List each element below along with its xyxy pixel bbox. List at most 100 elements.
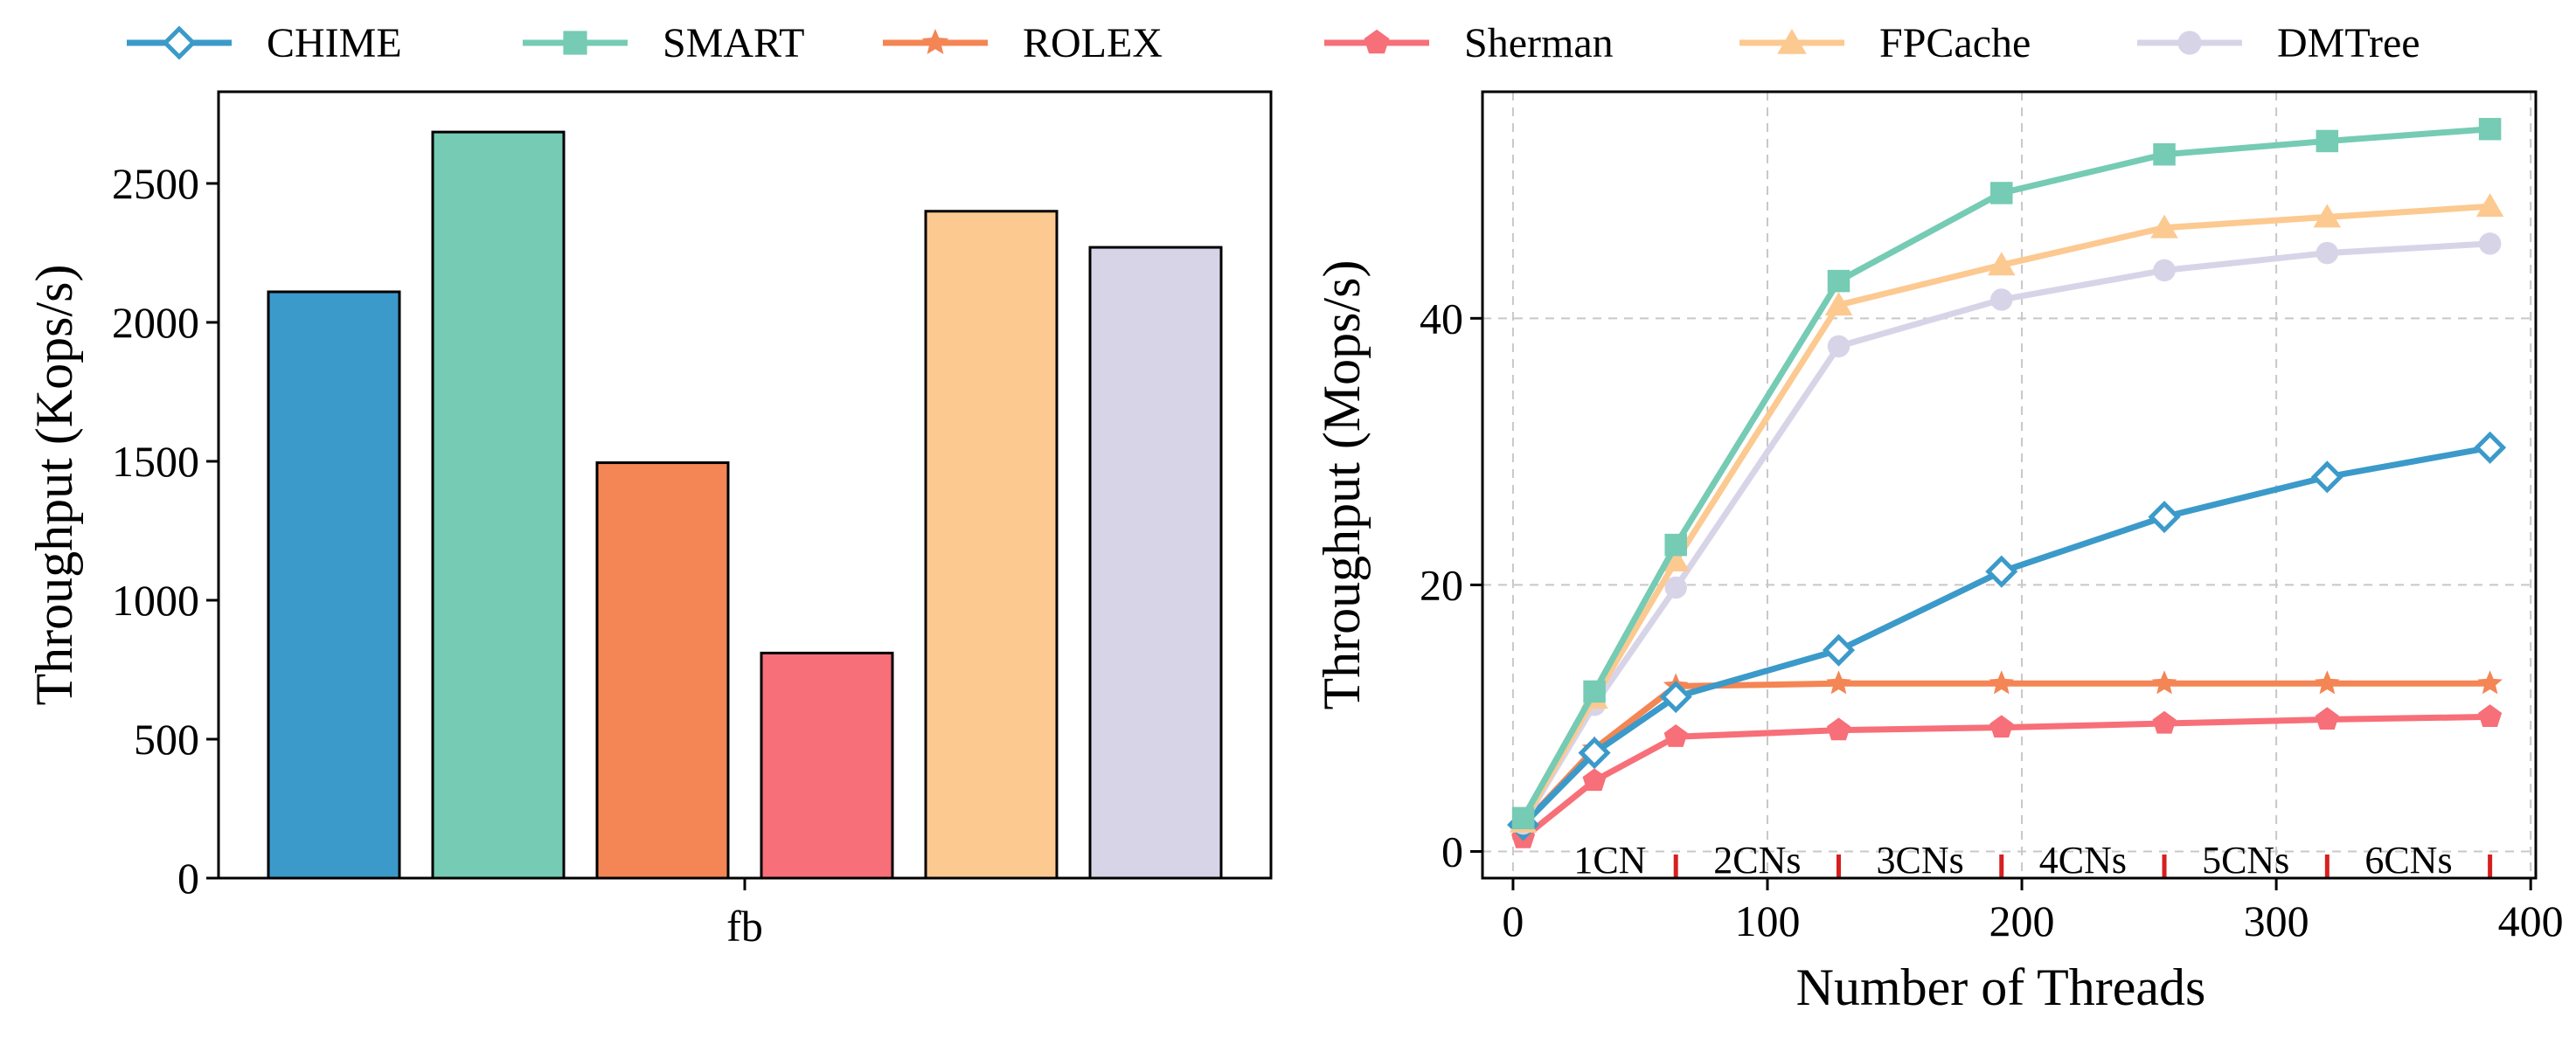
line-x-tick-label: 300 [2244, 896, 2309, 945]
legend-marker-sherman [1364, 29, 1390, 54]
line-rolex [1521, 680, 2490, 827]
line-dmtree [1520, 240, 2490, 826]
point-chime [2310, 460, 2343, 494]
point-dmtree [2478, 232, 2502, 255]
line-y-tick-label: 0 [1441, 827, 1463, 875]
point-smart [2478, 117, 2502, 141]
legend-marker-dmtree [2177, 31, 2202, 55]
line-x-tick-label: 100 [1734, 896, 1800, 945]
point-rolex [2477, 670, 2503, 695]
line-y-tick-label: 20 [1420, 560, 1463, 609]
point-fpcache [1662, 547, 1690, 571]
line-chart: 1CN 2CNs 3CNs 4CNs 5CNs 6CNs 0 20 40 0 100 200 300… [1313, 90, 2564, 1016]
bar-sherman [760, 651, 894, 880]
legend-label-dmtree: DMTree [2277, 20, 2420, 66]
point-dmtree [1990, 288, 2013, 311]
line-y-tick-label: 40 [1420, 294, 1463, 343]
point-sherman [1826, 717, 1851, 741]
series-rolex [1510, 670, 2503, 836]
point-dmtree [2316, 241, 2339, 265]
point-chime [1985, 555, 2018, 588]
point-smart [2153, 142, 2176, 166]
line-x-tick-label: 0 [1502, 896, 1524, 945]
bar-y-axis: 0 500 1000 1500 2000 2500 [112, 159, 219, 903]
legend-label-rolex: ROLEX [1023, 20, 1163, 66]
point-fpcache [1824, 292, 1853, 316]
legend-marker-chime [162, 25, 197, 60]
bar-chime [267, 290, 401, 880]
line-y-axis: 0 20 40 [1420, 294, 1482, 875]
legend-item-fpcache: FPCache [1739, 20, 2031, 66]
bar-y-tick-label: 2500 [112, 159, 199, 208]
line-smart [1520, 126, 2490, 820]
legend-item-rolex: ROLEX [883, 20, 1163, 66]
point-dmtree [1664, 576, 1687, 599]
line-y-axis-title: Throughput (Mops/s) [1313, 260, 1371, 710]
legend-item-chime: CHIME [127, 20, 402, 66]
point-smart [1990, 182, 2013, 204]
legend: CHIME SMART ROLEX Sherman FPCache DMTree [127, 20, 2420, 66]
point-rolex [1989, 670, 2015, 695]
legend-marker-fpcache [1777, 29, 1807, 54]
point-fpcache [1988, 252, 2016, 276]
cn-label: 1CN [1573, 839, 1646, 882]
legend-label-fpcache: FPCache [1879, 20, 2031, 66]
line-sherman [1521, 713, 2490, 841]
legend-label-smart: SMART [663, 20, 805, 66]
bar-series-group [267, 130, 1223, 880]
line-fpcache [1520, 203, 2490, 824]
bar-y-tick-label: 2000 [112, 298, 199, 347]
line-grid [1482, 92, 2536, 878]
point-chime [2474, 431, 2507, 464]
point-rolex [1826, 670, 1851, 695]
point-smart [1511, 806, 1535, 830]
legend-marker-rolex [921, 29, 949, 54]
bar-chart: 0 500 1000 1500 2000 2500 fb Throughput (Kops… [25, 90, 1273, 951]
point-sherman [1582, 768, 1607, 792]
cn-annotations: 1CN 2CNs 3CNs 4CNs 5CNs 6CNs [1573, 839, 2493, 882]
point-dmtree [2153, 259, 2176, 282]
point-chime [2148, 501, 2181, 534]
cn-label: 6CNs [2364, 839, 2452, 882]
bar-x-axis: fb [726, 878, 763, 951]
bar-x-tick-label: fb [726, 902, 763, 951]
point-dmtree [1827, 335, 1850, 358]
line-x-tick-label: 200 [1989, 896, 2055, 945]
cn-label: 3CNs [1877, 839, 1964, 882]
legend-item-sherman: Sherman [1324, 20, 1614, 66]
point-chime [1822, 633, 1856, 667]
bar-y-tick-label: 1500 [112, 437, 199, 486]
line-series-group [1507, 117, 2507, 848]
point-fpcache [2150, 214, 2178, 239]
point-smart [1664, 533, 1687, 557]
bar-y-tick-label: 1000 [112, 576, 199, 625]
bar-y-tick-label: 0 [177, 854, 199, 903]
series-chime [1507, 431, 2507, 841]
line-chart-frame [1481, 90, 2538, 880]
legend-item-dmtree: DMTree [2137, 20, 2420, 66]
point-chime [1659, 681, 1692, 714]
point-rolex [2315, 670, 2340, 695]
point-fpcache [2475, 193, 2504, 218]
line-x-tick-label: 400 [2498, 896, 2564, 945]
bar-y-tick-label: 500 [134, 715, 199, 764]
point-smart [1583, 680, 1606, 703]
point-smart [2316, 129, 2339, 153]
point-sherman [1989, 715, 2014, 738]
bar-dmtree [1088, 246, 1223, 880]
legend-label-chime: CHIME [267, 20, 402, 66]
bar-y-axis-title: Throughput (Kops/s) [25, 265, 83, 706]
legend-marker-smart [563, 31, 587, 55]
cn-label: 5CNs [2202, 839, 2289, 882]
line-x-axis: 0 100 200 300 400 [1502, 878, 2564, 945]
series-fpcache [1509, 193, 2504, 833]
point-rolex [2151, 670, 2177, 695]
cn-label: 2CNs [1713, 839, 1801, 882]
point-sherman [2315, 707, 2339, 730]
bar-fpcache [924, 210, 1059, 880]
bar-smart [431, 130, 566, 880]
legend-item-smart: SMART [523, 20, 805, 66]
point-sherman [2152, 710, 2177, 734]
point-chime [1578, 737, 1611, 770]
